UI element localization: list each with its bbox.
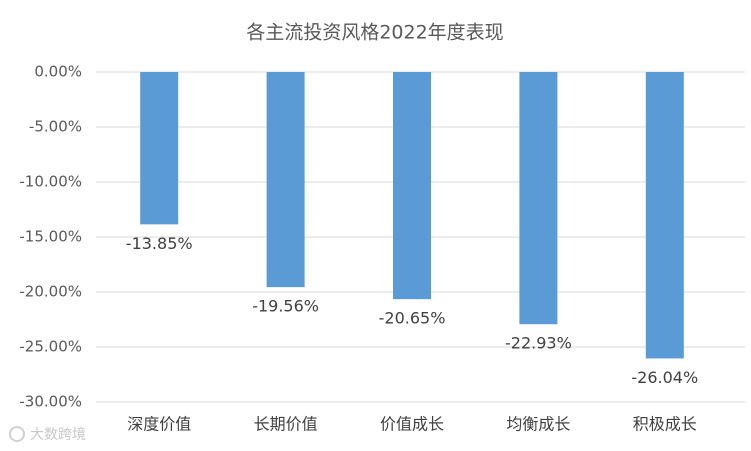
y-tick-label: -5.00%	[29, 118, 82, 136]
bar	[645, 72, 684, 359]
value-label: -26.04%	[631, 368, 698, 387]
chart-title: 各主流投资风格2022年度表现	[246, 22, 503, 44]
x-tick-label: 均衡成长	[506, 415, 570, 434]
value-label: -22.93%	[505, 334, 572, 353]
y-tick-label: 0.00%	[34, 63, 82, 81]
bar	[393, 72, 431, 300]
value-label: -20.65%	[379, 309, 446, 328]
watermark: 大数跨境	[30, 427, 86, 443]
bar	[519, 72, 558, 325]
x-tick-label: 积极成长	[633, 415, 697, 434]
bar	[140, 72, 179, 225]
bar	[266, 72, 305, 288]
y-tick-label: -25.00%	[19, 338, 82, 356]
y-tick-label: -20.00%	[19, 283, 82, 301]
y-tick-label: -15.00%	[19, 228, 82, 246]
watermark-icon	[9, 426, 25, 442]
x-tick-label: 深度价值	[127, 415, 191, 434]
value-label: -19.56%	[252, 297, 319, 316]
y-tick-label: -30.00%	[19, 393, 82, 411]
value-label: -13.85%	[126, 234, 193, 253]
y-tick-label: -10.00%	[19, 173, 82, 191]
x-tick-label: 价值成长	[380, 415, 444, 434]
x-tick-label: 长期价值	[254, 415, 318, 434]
